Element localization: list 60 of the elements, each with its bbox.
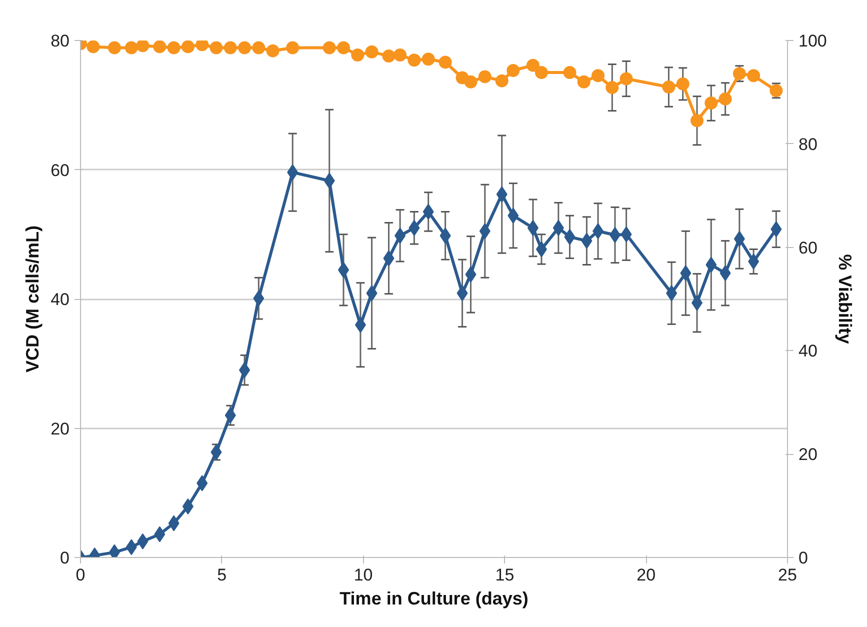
point (592, 69, 605, 82)
point (718, 92, 732, 106)
point (266, 44, 280, 58)
point (167, 41, 180, 54)
point (478, 70, 492, 84)
point (136, 40, 150, 52)
point (747, 69, 760, 82)
point (577, 75, 590, 88)
point (365, 45, 378, 58)
point (422, 52, 435, 66)
point (252, 41, 266, 54)
point (506, 64, 520, 77)
point (337, 41, 350, 54)
y2-tick-label: 20 (798, 445, 818, 464)
point (286, 41, 300, 54)
point (676, 77, 690, 90)
point (704, 96, 718, 110)
point (224, 41, 237, 54)
x-tick-label: 10 (354, 566, 373, 584)
y2-tick-label: 100 (798, 32, 827, 50)
point (438, 56, 452, 69)
point (86, 40, 100, 54)
point (620, 72, 633, 86)
point (322, 41, 336, 54)
x-tick-label: 20 (636, 566, 656, 584)
y2-tick-label: 80 (798, 134, 818, 154)
y-tick-label: 80 (50, 32, 70, 50)
point (495, 74, 508, 88)
point (153, 40, 166, 54)
point (606, 81, 619, 94)
point (394, 48, 407, 62)
y2-axis-title: % Viability (834, 254, 855, 344)
point (662, 80, 676, 94)
y-tick-label: 40 (50, 290, 70, 309)
point (408, 54, 421, 67)
x-axis-title: Time in Culture (days) (340, 588, 528, 608)
point (210, 41, 223, 54)
point (238, 41, 252, 54)
y-tick-label: 20 (50, 419, 70, 438)
y-tick-label: 60 (50, 160, 70, 180)
point (526, 58, 540, 72)
x-tick-label: 0 (76, 566, 86, 584)
y2-tick-label: 60 (798, 238, 818, 258)
y2-tick-label: 0 (798, 548, 808, 568)
point (382, 50, 396, 62)
point (124, 41, 138, 54)
x-tick-label: 25 (778, 566, 797, 584)
point (464, 75, 478, 88)
point (690, 114, 704, 128)
x-tick-label: 5 (217, 566, 227, 584)
point (196, 40, 209, 52)
point (181, 40, 194, 54)
point (351, 48, 364, 62)
y-tick-label: 0 (60, 548, 70, 568)
point (108, 41, 121, 54)
point (563, 66, 576, 80)
x-tick-label: 15 (495, 566, 514, 584)
y-axis-title: VCD (M cells/mL) (22, 225, 43, 373)
y2-tick-label: 40 (798, 342, 818, 361)
point (534, 66, 548, 80)
